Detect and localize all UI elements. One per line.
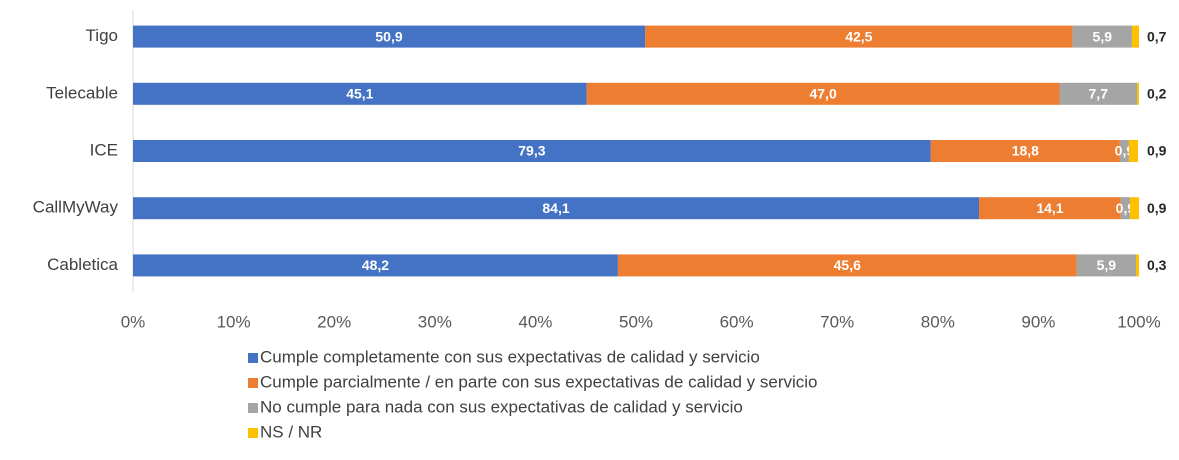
x-tick-label: 60% bbox=[720, 312, 754, 331]
data-label: 7,7 bbox=[1089, 86, 1109, 102]
x-tick-label: 70% bbox=[820, 312, 854, 331]
bar-segment bbox=[1119, 140, 1129, 162]
bar-segment bbox=[617, 254, 1077, 277]
x-tick-label: 80% bbox=[921, 312, 955, 331]
data-label: 45,6 bbox=[834, 257, 861, 273]
data-label: 0,3 bbox=[1147, 257, 1167, 273]
bar-segment bbox=[1131, 25, 1139, 48]
y-tick-label: Tigo bbox=[86, 26, 118, 45]
bar-segment bbox=[1128, 140, 1138, 162]
data-label: 47,0 bbox=[809, 86, 836, 102]
data-label: 5,9 bbox=[1093, 28, 1113, 44]
x-tick-label: 100% bbox=[1117, 312, 1160, 331]
bar-segment bbox=[1129, 197, 1139, 220]
data-label: 79,3 bbox=[518, 143, 545, 159]
legend-label: Cumple completamente con sus expectativa… bbox=[260, 347, 760, 366]
bar-segment bbox=[586, 82, 1060, 105]
bar-segment bbox=[133, 82, 587, 105]
y-tick-label: Telecable bbox=[46, 83, 118, 102]
x-tick-label: 0% bbox=[121, 312, 146, 331]
bar-segment bbox=[930, 140, 1120, 162]
legend-swatch bbox=[248, 428, 258, 438]
x-tick-label: 30% bbox=[418, 312, 452, 331]
bar-segment bbox=[979, 197, 1121, 220]
bar-segment bbox=[645, 25, 1073, 48]
x-tick-label: 90% bbox=[1021, 312, 1055, 331]
bar-segment bbox=[1076, 254, 1136, 277]
x-tick-label: 10% bbox=[217, 312, 251, 331]
legend-swatch bbox=[248, 403, 258, 413]
bar-segment bbox=[1136, 82, 1139, 105]
bar-segment bbox=[133, 254, 618, 277]
data-label: 14,1 bbox=[1036, 200, 1063, 216]
data-label: 42,5 bbox=[845, 28, 872, 44]
legend-label: NS / NR bbox=[260, 422, 322, 441]
data-label: 0,9 bbox=[1147, 143, 1167, 159]
data-label: 48,2 bbox=[362, 257, 389, 273]
bar-segment bbox=[133, 25, 646, 48]
data-label: 50,9 bbox=[375, 28, 402, 44]
y-tick-label: Cabletica bbox=[47, 255, 118, 274]
y-tick-label: ICE bbox=[90, 140, 118, 159]
data-label: 0,7 bbox=[1147, 28, 1167, 44]
bar-segment bbox=[133, 197, 980, 220]
bar-segment bbox=[1135, 254, 1139, 277]
legend-swatch bbox=[248, 378, 258, 388]
bar-segment bbox=[1059, 82, 1137, 105]
data-label: 5,9 bbox=[1097, 257, 1117, 273]
bar-segment bbox=[133, 140, 931, 162]
bar-segment bbox=[1072, 25, 1132, 48]
data-label: 84,1 bbox=[542, 200, 569, 216]
data-label: 45,1 bbox=[346, 86, 373, 102]
legend-label: Cumple parcialmente / en parte con sus e… bbox=[260, 372, 818, 391]
data-label: 18,8 bbox=[1012, 143, 1039, 159]
data-label: 0,2 bbox=[1147, 86, 1167, 102]
bar-segment bbox=[1120, 197, 1130, 220]
x-tick-label: 40% bbox=[518, 312, 552, 331]
y-tick-label: CallMyWay bbox=[33, 198, 119, 217]
x-tick-label: 20% bbox=[317, 312, 351, 331]
legend-label: No cumple para nada con sus expectativas… bbox=[260, 397, 743, 416]
legend-swatch bbox=[248, 353, 258, 363]
data-label: 0,9 bbox=[1147, 200, 1167, 216]
x-tick-label: 50% bbox=[619, 312, 653, 331]
